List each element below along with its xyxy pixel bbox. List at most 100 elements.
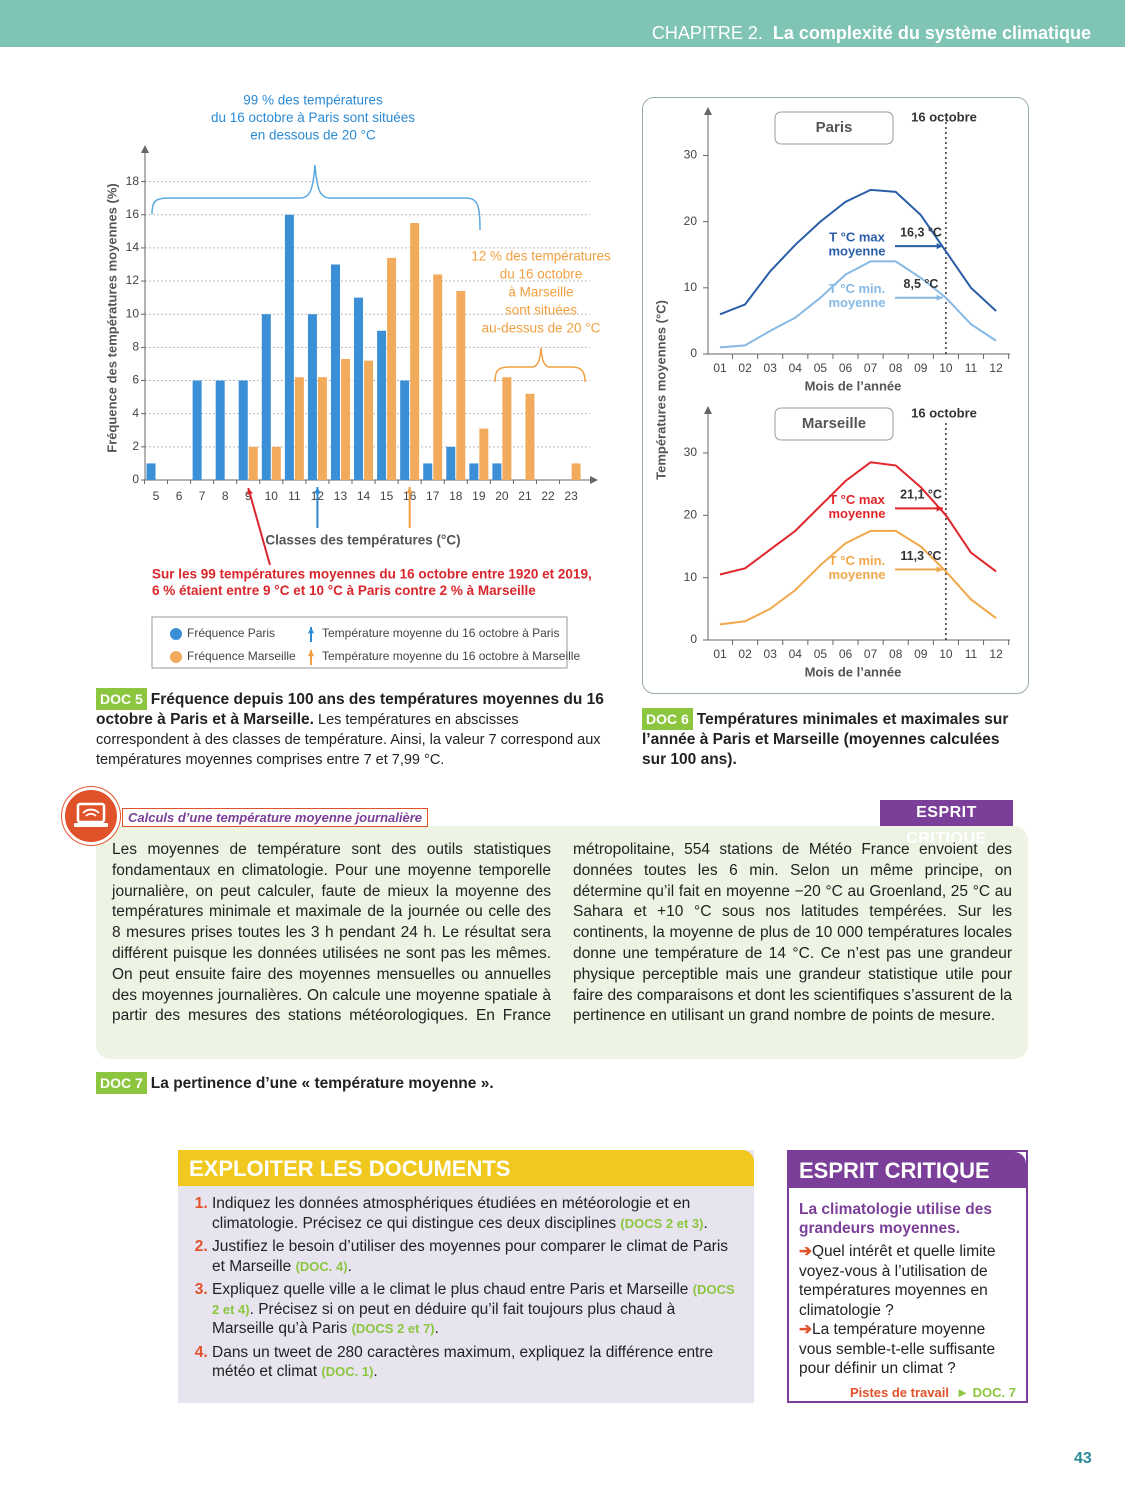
bar: [340, 358, 350, 480]
x-tick-label: 06: [839, 361, 853, 375]
y-axis-arrow: [704, 406, 712, 414]
x-tick-label: 6: [176, 489, 183, 503]
bar: [446, 446, 456, 480]
line: [719, 260, 997, 349]
x-tick-label: 10: [265, 489, 279, 503]
exercise-text: .: [373, 1363, 378, 1380]
annotation: en dessous de 20 °C: [250, 128, 376, 143]
footer: Pistes de travail ► DOC. 7: [789, 1385, 1016, 1400]
exercise-text: .: [703, 1214, 708, 1232]
legend-swatch: [170, 651, 182, 663]
esprit-critique-box: ESPRIT CRITIQUE La climatologie utilise …: [787, 1150, 1028, 1403]
annotation: sont situées: [505, 303, 577, 318]
y-tick-label: 8: [132, 340, 139, 354]
date-label: 16 octobre: [911, 405, 977, 420]
y-tick-label: 6: [132, 373, 139, 387]
question: La température moyenne vous semble-t-ell…: [799, 1320, 1018, 1379]
x-tick-label: 5: [153, 489, 160, 503]
doc-reference: (DOC. 4): [295, 1258, 348, 1274]
x-tick-label: 02: [738, 647, 752, 661]
bar: [271, 446, 281, 480]
x-tick-label: 08: [889, 361, 903, 375]
marker-label: 8,5 °C: [904, 277, 939, 291]
x-tick-label: 9: [245, 489, 252, 503]
exercises-list: Indiquez les données atmosphériques étud…: [178, 1194, 754, 1382]
x-tick-label: 18: [449, 489, 463, 503]
bar: [400, 380, 410, 480]
y-tick-label: 10: [126, 306, 140, 320]
bar: [284, 214, 294, 480]
series-label: moyenne: [828, 506, 885, 521]
bar: [525, 393, 535, 480]
y-tick-label: 20: [684, 214, 698, 228]
annotation: 6 % étaient entre 9 °C et 10 °C à Paris …: [152, 583, 536, 598]
bar: [377, 330, 387, 480]
legend-label: Température moyenne du 16 octobre à Pari…: [322, 626, 559, 640]
x-tick-label: 01: [713, 647, 727, 661]
annotation: du 16 octobre: [500, 267, 583, 282]
doc-badge: DOC 7: [96, 1072, 147, 1094]
x-tick-label: 07: [864, 647, 878, 661]
doc-reference: (DOCS 2 et 3): [620, 1215, 704, 1231]
line: [719, 529, 997, 626]
y-tick-label: 0: [132, 472, 139, 486]
doc-title: Fréquence depuis 100 ans des température…: [96, 691, 604, 728]
bar: [215, 380, 225, 480]
legend-label: Fréquence Paris: [187, 626, 275, 640]
x-tick-label: 14: [357, 489, 371, 503]
marker-arrow-head: [936, 294, 943, 301]
bar: [433, 274, 443, 480]
exercise-text: Dans un tweet de 280 caractères maximum,…: [212, 1343, 714, 1381]
line: [719, 188, 997, 316]
bar: [248, 446, 258, 480]
x-tick-label: 03: [764, 647, 778, 661]
x-tick-label: 11: [965, 647, 978, 661]
y-tick-label: 10: [684, 280, 698, 294]
doc-reference: (DOC. 1): [321, 1364, 374, 1379]
annotation: du 16 octobre à Paris sont situées: [211, 110, 415, 125]
y-tick-label: 14: [126, 240, 140, 254]
legend-arrow-head: [307, 627, 315, 634]
x-tick-label: 7: [199, 489, 206, 503]
exercise-item: Justifiez le besoin d’utiliser des moyen…: [212, 1237, 740, 1276]
doc7-box: [96, 826, 1028, 1059]
annotation: à Marseille: [508, 285, 573, 300]
x-tick-label: 8: [222, 489, 229, 503]
x-tick-label: 22: [541, 489, 555, 503]
exercise-text: .: [347, 1257, 352, 1275]
legend-label: Fréquence Marseille: [187, 649, 296, 663]
bar: [261, 314, 271, 480]
series-label: moyenne: [828, 295, 885, 310]
line: [719, 461, 997, 576]
marker-label: 16,3 °C: [900, 225, 942, 239]
bar: [387, 257, 397, 480]
doc5-caption: DOC 5 Fréquence depuis 100 ans des tempér…: [96, 688, 606, 770]
bar: [423, 463, 433, 480]
exercise-text: Indiquez les données atmosphériques étud…: [212, 1195, 691, 1232]
marker-label: 21,1 °C: [900, 488, 942, 502]
x-tick-label: 05: [814, 647, 828, 661]
annotation: 99 % des températures: [243, 93, 383, 108]
mean-marker-arrow-head: [406, 487, 413, 494]
y-tick-label: 30: [684, 148, 698, 162]
exercises-box: EXPLOITER LES DOCUMENTS Indiquez les don…: [178, 1150, 754, 1403]
x-tick-label: 07: [864, 361, 878, 375]
x-tick-label: 09: [914, 361, 928, 375]
legend-box: [151, 616, 568, 669]
legend-label: Température moyenne du 16 octobre à Mars…: [322, 649, 580, 663]
doc-title: La pertinence d’une « température moyenn…: [150, 1075, 494, 1092]
doc-title: Températures minimales et maximales sur …: [642, 711, 1009, 768]
question: Quel intérêt et quelle limite voyez-vous…: [799, 1242, 1018, 1320]
x-axis-arrow: [590, 476, 598, 484]
exercise-item: Dans un tweet de 280 caractères maximum,…: [212, 1343, 740, 1382]
x-tick-label: 19: [472, 489, 486, 503]
doc6-frame: [642, 97, 1029, 694]
y-tick-label: 12: [126, 273, 140, 287]
y-tick-label: 0: [690, 346, 697, 360]
x-tick-label: 21: [518, 489, 532, 503]
x-axis-label: Mois de l’année: [805, 378, 902, 393]
x-tick-label: 11: [288, 489, 301, 503]
series-label: T °C min.: [829, 553, 885, 568]
